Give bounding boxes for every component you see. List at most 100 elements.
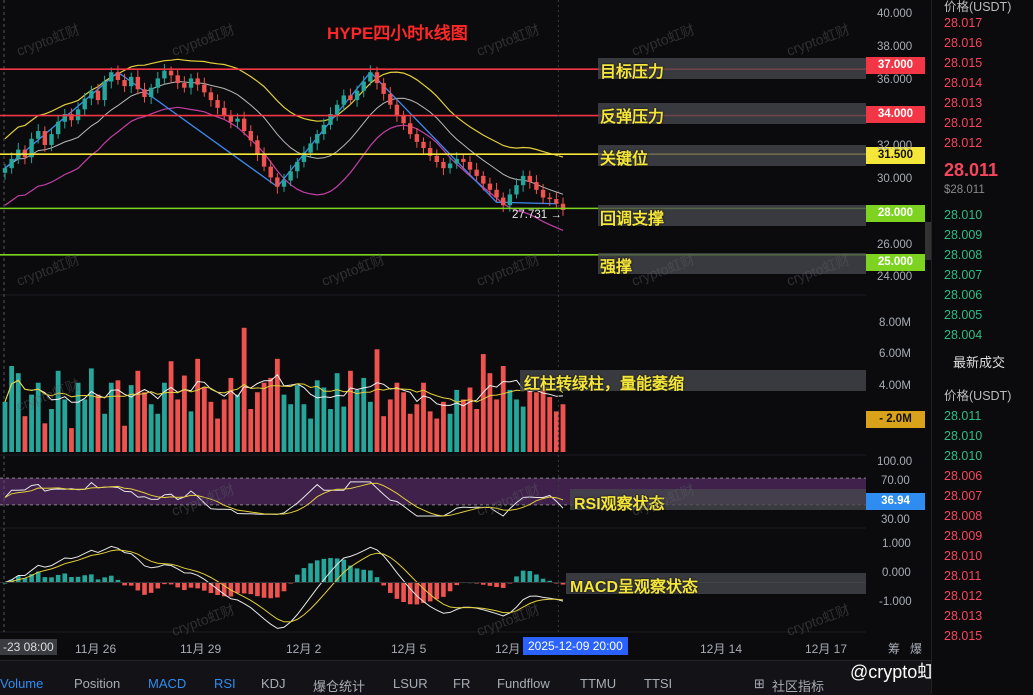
volume-bar xyxy=(69,428,74,452)
strong-support-label: 强撑 xyxy=(600,259,633,276)
bid-price: 28.009 xyxy=(944,228,983,242)
macd-tick: 0.000 xyxy=(882,567,911,579)
trade-price: 28.011 xyxy=(944,409,982,423)
trade-price: 28.015 xyxy=(944,629,983,643)
volume-bar xyxy=(381,416,387,452)
volume-note: 红柱转绿柱，量能萎缩 xyxy=(524,376,685,393)
price-tag-25: 25.000 xyxy=(866,254,925,271)
volume-bar xyxy=(115,380,121,452)
candle-body xyxy=(501,197,506,206)
volume-bar xyxy=(228,377,234,452)
time-tick: 12月 14 xyxy=(700,642,743,656)
candle-body xyxy=(62,114,67,122)
bid-price: 28.006 xyxy=(944,288,983,302)
target-resist-label: 目标压力 xyxy=(600,64,665,81)
tab-liquidation[interactable]: 爆仓统计 xyxy=(313,679,366,694)
volume-bar xyxy=(15,373,21,452)
volume-bar xyxy=(168,361,174,452)
ask-price: 28.016 xyxy=(944,36,983,50)
volume-bar xyxy=(308,418,313,452)
candle-body xyxy=(275,177,280,187)
trade-price: 28.013 xyxy=(944,609,983,623)
candle-body xyxy=(288,171,293,181)
candle-body xyxy=(421,141,426,149)
candle-body xyxy=(348,95,353,101)
candle-body xyxy=(301,152,307,162)
volume-bar xyxy=(474,409,480,452)
volume-bar xyxy=(215,418,220,452)
volume-bar xyxy=(281,394,287,452)
tab-fr[interactable]: FR xyxy=(453,676,471,691)
tab-position[interactable]: Position xyxy=(74,676,121,691)
volume-bar xyxy=(321,387,327,452)
chart-title: HYPE四小时k线图 xyxy=(327,24,468,43)
candle-body xyxy=(69,114,74,121)
pullback-support-box xyxy=(598,205,866,226)
volume-bar xyxy=(294,385,300,452)
volume-bar xyxy=(547,397,553,452)
volume-bar xyxy=(155,413,161,452)
volume-bar xyxy=(82,399,88,452)
macd-histogram-bar xyxy=(500,582,506,588)
bid-price: 28.004 xyxy=(944,328,983,342)
price-tick: 38.000 xyxy=(877,41,913,53)
community-indicator-button[interactable]: 社区指标 xyxy=(772,679,825,694)
candle-body xyxy=(507,194,513,206)
macd-histogram-bar xyxy=(547,580,553,583)
volume-bar xyxy=(540,382,546,452)
macd-histogram-bar xyxy=(540,578,546,583)
rsi-note-box xyxy=(570,489,866,510)
toolbar-extra-left[interactable]: 筹 xyxy=(888,642,901,656)
rsi-tick: 70.00 xyxy=(881,475,910,487)
chart-canvas[interactable] xyxy=(0,0,931,660)
pullback-support-label: 回调支撑 xyxy=(600,211,665,228)
price-tag-28: 28.000 xyxy=(866,205,925,222)
volume-bar xyxy=(108,382,114,452)
orderbook-panel xyxy=(931,0,1033,694)
tab-rsi[interactable]: RSI xyxy=(214,676,236,691)
candle-body xyxy=(527,175,532,183)
target-resist-box xyxy=(598,58,866,79)
tab-fundflow[interactable]: Fundflow xyxy=(497,676,550,691)
toolbar-extra-right[interactable]: 爆 xyxy=(910,642,923,656)
macd-histogram-bar xyxy=(447,582,453,592)
macd-histogram-bar xyxy=(281,582,287,592)
macd-histogram-bar xyxy=(520,570,526,583)
community-indicator-icon[interactable]: ⊞ xyxy=(754,676,765,691)
tab-lsur[interactable]: LSUR xyxy=(393,676,428,691)
rsi-tick: 100.00 xyxy=(877,456,913,468)
macd-histogram-bar xyxy=(560,582,566,585)
candle-body xyxy=(494,189,499,198)
macd-histogram-bar xyxy=(155,582,161,589)
volume-bar xyxy=(128,385,134,452)
macd-histogram-bar xyxy=(221,582,227,597)
candle-body xyxy=(560,203,566,210)
candle-body xyxy=(142,89,147,97)
volume-bar xyxy=(255,392,260,452)
time-tick: 12月 5 xyxy=(391,642,427,656)
volume-bar xyxy=(95,394,101,452)
volume-bar xyxy=(514,399,519,452)
candle-body xyxy=(454,158,459,164)
volume-bar xyxy=(361,377,367,452)
bid-price: 28.010 xyxy=(944,208,983,222)
tab-macd[interactable]: MACD xyxy=(148,676,187,691)
tab-kdj[interactable]: KDJ xyxy=(261,676,286,691)
volume-current-tag: - 2.0M xyxy=(866,411,925,428)
tab-volume[interactable]: Volume xyxy=(0,676,44,691)
candle-body xyxy=(514,185,519,195)
macd-histogram-bar xyxy=(241,582,247,594)
tab-ttmu[interactable]: TTMU xyxy=(580,676,617,691)
macd-tick: 1.000 xyxy=(882,538,911,550)
volume-ma-long-line xyxy=(4,379,564,403)
candle-body xyxy=(361,81,366,91)
tab-ttsi[interactable]: TTSI xyxy=(644,676,673,691)
macd-histogram-bar xyxy=(195,582,200,589)
macd-histogram-bar xyxy=(407,582,413,605)
macd-histogram-bar xyxy=(361,569,367,583)
low-marker: 27.731 → xyxy=(512,209,562,221)
candle-body xyxy=(162,70,167,79)
volume-bar xyxy=(288,404,294,452)
volume-bar xyxy=(354,389,360,452)
volume-bar xyxy=(268,377,274,452)
